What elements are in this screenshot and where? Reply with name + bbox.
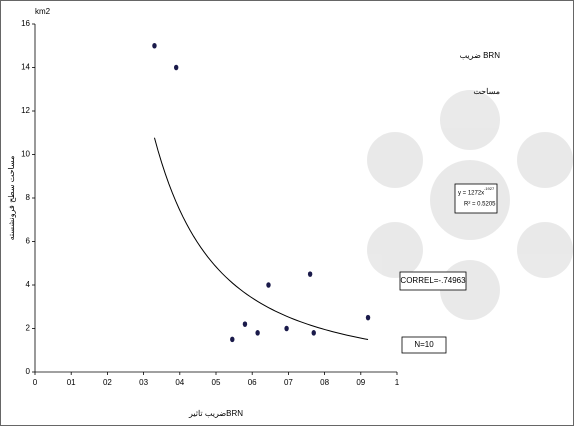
n-box: [401, 336, 447, 354]
equation-box: [454, 183, 498, 214]
y-tick-label: 4: [26, 280, 31, 289]
side-subtitle: مساحت: [473, 87, 500, 96]
trend-equation: y = 1272x: [458, 191, 484, 197]
x-tick-label: 09: [356, 378, 365, 387]
y-tick-label: 2: [26, 324, 31, 333]
x-tick-label: 07: [284, 378, 293, 387]
x-tick-label: 1: [395, 378, 400, 387]
point: [173, 64, 179, 71]
y-tick-label: 14: [21, 63, 30, 72]
y-tick-label: 10: [21, 150, 30, 159]
x-tick-label: 02: [103, 378, 112, 387]
point: [284, 325, 289, 332]
trend-r2: R² = 0.5205: [464, 202, 496, 208]
point: [242, 321, 248, 327]
x-tick-label: 0: [33, 378, 38, 387]
side-title: ضریب BRN: [460, 51, 501, 60]
point: [266, 282, 271, 288]
y-tick-label: 6: [26, 237, 31, 246]
trendline: [153, 137, 369, 341]
correl-box: [399, 271, 467, 291]
point: [255, 330, 260, 336]
y-tick-label: 16: [21, 19, 30, 28]
x-axis-label: ضریب تاثیرBRN: [188, 409, 243, 418]
x-tick-label: 04: [175, 378, 184, 387]
point: [307, 271, 313, 277]
x-tick-label: 01: [67, 378, 76, 387]
x-tick-label: 03: [139, 378, 148, 387]
x-tick-label: 08: [320, 378, 329, 387]
point: [152, 42, 157, 49]
y-tick-label: 8: [26, 193, 31, 202]
y-unit: km2: [35, 7, 51, 16]
point: [365, 314, 371, 321]
y-tick-label: 0: [26, 367, 31, 376]
point: [311, 330, 316, 336]
correl: CORREL=-.74963: [400, 276, 466, 285]
n-count: N=10: [414, 340, 434, 349]
y-axis-label: مساحت سطح فرونشسته: [7, 156, 16, 241]
y-tick-label: 12: [21, 106, 30, 115]
x-tick-label: 05: [212, 378, 221, 387]
x-tick-label: 06: [248, 378, 257, 387]
trend-exponent: -1927: [484, 186, 495, 191]
point: [230, 336, 235, 343]
